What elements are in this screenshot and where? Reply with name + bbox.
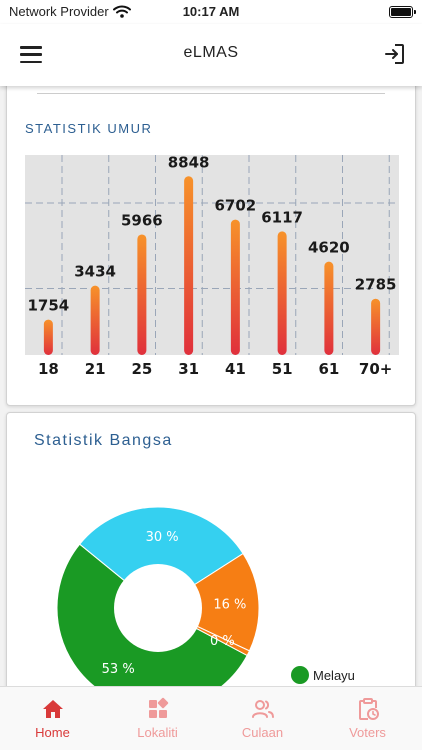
bar-value-label: 1754 — [28, 297, 70, 315]
chart-plot-area — [25, 155, 399, 355]
tab-lokaliti[interactable]: Lokaliti — [105, 687, 210, 750]
status-bar: Network Provider 10:17 AM — [0, 0, 422, 24]
x-tick-label: 25 — [131, 360, 152, 378]
legend-label: Melayu — [313, 667, 355, 683]
x-tick-label: 51 — [272, 360, 293, 378]
bar-21[interactable] — [90, 285, 100, 355]
logout-icon[interactable] — [382, 42, 406, 66]
donut-slice[interactable] — [79, 506, 244, 609]
donut-slice-label: 16 % — [213, 597, 246, 612]
age-statistics-card: STATISTIK UMUR 1754 3434 5966 8848 6702 6117 4… — [6, 74, 416, 406]
tab-voters-label: Voters — [349, 725, 386, 740]
race-donut-chart: 53 % 30 % 16 % 0 % — [56, 506, 260, 701]
app-title: eLMAS — [183, 44, 239, 61]
carrier-name: Network Provider — [9, 4, 109, 19]
x-tick-label: 31 — [178, 360, 199, 378]
bar-value-label: 3434 — [74, 263, 116, 281]
donut-slice[interactable] — [156, 552, 260, 652]
bar-61[interactable] — [324, 261, 334, 355]
tab-voters[interactable]: Voters — [315, 687, 420, 750]
tab-home-label: Home — [35, 725, 70, 740]
bar-value-label: 8848 — [168, 153, 210, 171]
tab-home[interactable]: Home — [0, 687, 105, 750]
bar-value-label: 6702 — [215, 197, 257, 215]
grid-icon — [148, 697, 168, 718]
battery-icon — [389, 6, 416, 18]
age-statistics-title: STATISTIK UMUR — [25, 121, 153, 136]
race-statistics-card: Statistik Bangsa 53 % 30 % 16 % 0 % Melayu — [6, 412, 416, 702]
clipboard-clock-icon — [358, 698, 379, 720]
donut-slice-label: 0 % — [210, 634, 235, 649]
app-header: eLMAS — [0, 24, 422, 86]
users-icon — [251, 700, 274, 718]
tab-culaan[interactable]: Culaan — [210, 687, 315, 750]
tab-lokaliti-label: Lokaliti — [137, 725, 178, 740]
wifi-icon — [112, 5, 131, 18]
x-tick-label: 70+ — [359, 360, 392, 378]
bar-31[interactable] — [184, 176, 194, 355]
status-left: Network Provider — [9, 4, 131, 19]
legend-swatch — [291, 666, 309, 684]
home-icon — [42, 700, 63, 718]
bar-value-label: 4620 — [308, 239, 350, 257]
bar-value-label: 2785 — [355, 276, 397, 294]
bar-41[interactable] — [230, 219, 240, 355]
x-tick-label: 21 — [85, 360, 106, 378]
bar-25[interactable] — [137, 234, 147, 355]
bar-70+[interactable] — [371, 298, 381, 355]
bar-value-label: 5966 — [121, 211, 163, 229]
bar-18[interactable] — [43, 319, 53, 355]
donut-slice-label: 53 % — [102, 662, 135, 677]
donut-slice-label: 30 % — [146, 530, 179, 545]
x-tick-label: 61 — [318, 360, 339, 378]
x-tick-label: 18 — [38, 360, 59, 378]
card-divider — [37, 93, 385, 94]
status-time: 10:17 AM — [182, 4, 240, 19]
bar-value-label: 6117 — [261, 208, 303, 226]
tab-culaan-label: Culaan — [241, 725, 284, 740]
race-statistics-title: Statistik Bangsa — [34, 432, 173, 449]
bar-51[interactable] — [277, 231, 287, 355]
bottom-tab-bar: Home Lokaliti Culaan — [0, 686, 422, 750]
donut-hole — [114, 564, 202, 652]
x-tick-label: 41 — [225, 360, 246, 378]
legend-item-melayu[interactable]: Melayu — [291, 666, 355, 684]
hamburger-menu-icon[interactable] — [20, 46, 42, 63]
